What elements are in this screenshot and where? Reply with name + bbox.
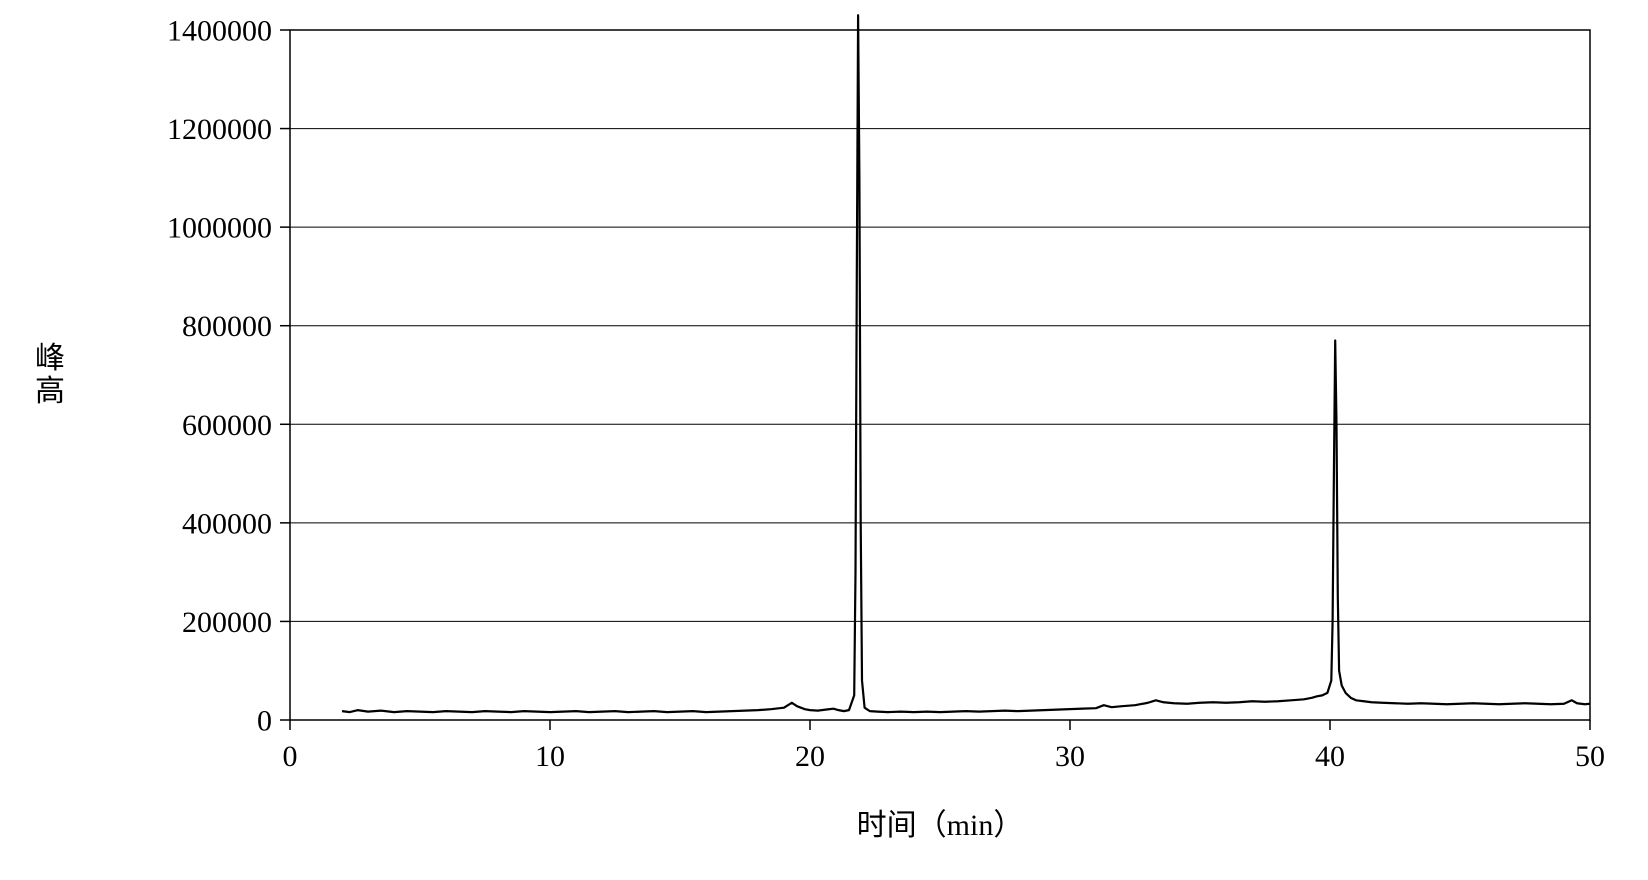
- y-tick-label: 1000000: [167, 212, 272, 245]
- x-tick-label: 0: [283, 740, 298, 773]
- x-tick-label: 20: [795, 740, 825, 773]
- x-axis-label: 时间（min）: [820, 800, 1060, 844]
- y-tick-label: 800000: [182, 310, 272, 343]
- x-tick-label: 10: [535, 740, 565, 773]
- y-axis-label: 峰高: [35, 342, 65, 408]
- y-tick-label: 200000: [182, 606, 272, 639]
- chromatogram-chart: 0 10 20 30 40 50 0 200000 400000 600000 800000 1000…: [0, 0, 1648, 880]
- y-tick-label: 600000: [182, 409, 272, 442]
- y-tick-label: 0: [257, 705, 272, 738]
- y-tick-label: 400000: [182, 507, 272, 540]
- y-tick-label: 1400000: [167, 15, 272, 48]
- x-tick-label: 40: [1315, 740, 1345, 773]
- x-tick-label: 30: [1055, 740, 1085, 773]
- x-tick-label: 50: [1575, 740, 1605, 773]
- chart-container: 0 10 20 30 40 50 0 200000 400000 600000 800000 1000…: [0, 0, 1648, 880]
- y-tick-label: 1200000: [167, 113, 272, 146]
